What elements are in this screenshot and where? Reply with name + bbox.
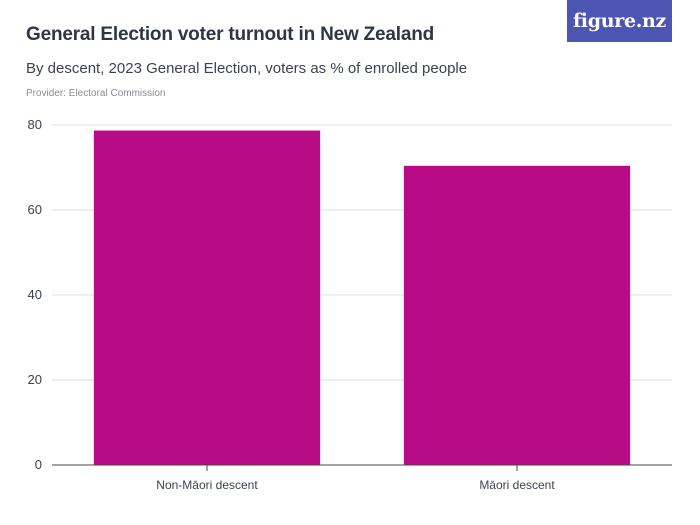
y-tick-label: 60	[28, 202, 42, 217]
bars	[93, 130, 631, 466]
data-provider: Provider: Electoral Commission	[26, 88, 166, 99]
axes: 0 20 40 60 80 Non-Māori descent Māori descent	[28, 117, 672, 492]
chart-subtitle: By descent, 2023 General Election, voter…	[26, 60, 468, 77]
chart-title: General Election voter turnout in New Ze…	[26, 24, 435, 45]
bar-1	[403, 165, 631, 466]
y-tick-label: 40	[28, 287, 42, 302]
y-tick-label: 20	[28, 372, 42, 387]
figure-nz-logo[interactable]: figure.nz	[567, 0, 672, 42]
bar-0	[93, 130, 321, 465]
x-tick-label: Māori descent	[479, 478, 555, 492]
y-tick-label: 80	[28, 117, 42, 132]
y-tick-label: 0	[35, 457, 42, 472]
x-tick-label: Non-Māori descent	[156, 478, 258, 492]
